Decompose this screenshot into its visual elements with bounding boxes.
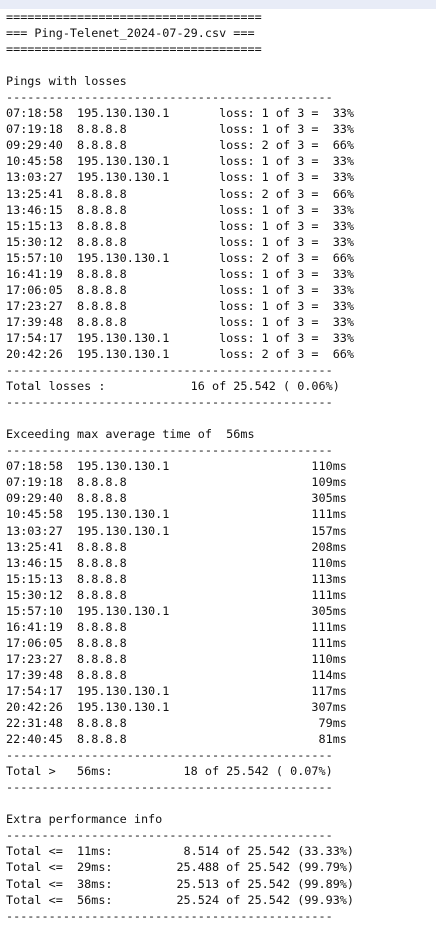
text-line: 17:23:27 8.8.8.8 loss: 1 of 3 = 33% xyxy=(6,298,355,313)
text-line: 17:06:05 8.8.8.8 111ms xyxy=(6,635,347,650)
text-line: ==================================== xyxy=(6,42,262,57)
text-line: Extra performance info xyxy=(6,812,163,827)
text-line: 17:06:05 8.8.8.8 loss: 1 of 3 = 33% xyxy=(6,282,355,297)
text-line: 10:45:58 195.130.130.1 loss: 1 of 3 = 33… xyxy=(6,154,355,169)
text-line: Total <= 56ms: 25.524 of 25.542 (99.93%) xyxy=(6,892,355,907)
text-line: Total <= 38ms: 25.513 of 25.542 (99.89%) xyxy=(6,876,355,891)
text-line: ----------------------------------------… xyxy=(6,780,333,795)
text-line: 07:19:18 8.8.8.8 loss: 1 of 3 = 33% xyxy=(6,122,355,137)
text-line: 17:54:17 195.130.130.1 loss: 1 of 3 = 33… xyxy=(6,330,355,345)
text-line: 13:46:15 8.8.8.8 loss: 1 of 3 = 33% xyxy=(6,202,355,217)
text-line: 07:18:58 195.130.130.1 110ms xyxy=(6,459,347,474)
text-line: 07:18:58 195.130.130.1 loss: 1 of 3 = 33… xyxy=(6,106,355,121)
text-line: 15:15:13 8.8.8.8 113ms xyxy=(6,571,347,586)
text-line: 15:15:13 8.8.8.8 loss: 1 of 3 = 33% xyxy=(6,218,355,233)
text-line: 22:40:45 8.8.8.8 81ms xyxy=(6,732,347,747)
text-line: Total <= 29ms: 25.488 of 25.542 (99.79%) xyxy=(6,860,355,875)
text-line: 20:42:26 195.130.130.1 307ms xyxy=(6,700,347,715)
text-line: Exceeding max average time of 56ms xyxy=(6,427,255,442)
text-line: === Ping-Telenet_2024-07-29.csv === xyxy=(6,26,255,41)
text-line: ==================================== xyxy=(6,10,262,24)
text-line: ----------------------------------------… xyxy=(6,443,333,458)
text-line: 15:57:10 195.130.130.1 305ms xyxy=(6,603,347,618)
text-line: Total > 56ms: 18 of 25.542 ( 0.07%) xyxy=(6,764,333,779)
text-line: ----------------------------------------… xyxy=(6,908,333,923)
text-line xyxy=(6,57,436,73)
text-document: ==================================== === … xyxy=(0,9,436,924)
text-line: 13:03:27 195.130.130.1 157ms xyxy=(6,523,347,538)
text-line: ----------------------------------------… xyxy=(6,395,333,410)
text-line: 15:30:12 8.8.8.8 111ms xyxy=(6,587,347,602)
text-line: 09:29:40 8.8.8.8 305ms xyxy=(6,491,347,506)
text-line: 20:42:26 195.130.130.1 loss: 2 of 3 = 66… xyxy=(6,346,355,361)
text-line: 17:54:17 195.130.130.1 117ms xyxy=(6,683,347,698)
text-line: ----------------------------------------… xyxy=(6,748,333,763)
window-top-strip xyxy=(0,0,436,9)
text-line: 22:31:48 8.8.8.8 79ms xyxy=(6,716,347,731)
text-line: 17:39:48 8.8.8.8 114ms xyxy=(6,667,347,682)
text-line: 13:46:15 8.8.8.8 110ms xyxy=(6,555,347,570)
text-line: 09:29:40 8.8.8.8 loss: 2 of 3 = 66% xyxy=(6,138,355,153)
text-line: ----------------------------------------… xyxy=(6,828,333,843)
text-line xyxy=(6,795,436,811)
text-line: ----------------------------------------… xyxy=(6,90,333,105)
text-line: 15:57:10 195.130.130.1 loss: 2 of 3 = 66… xyxy=(6,250,355,265)
text-line: 07:19:18 8.8.8.8 109ms xyxy=(6,475,347,490)
text-line: 13:03:27 195.130.130.1 loss: 1 of 3 = 33… xyxy=(6,170,355,185)
text-line: Total losses : 16 of 25.542 ( 0.06%) xyxy=(6,379,340,394)
text-line: 13:25:41 8.8.8.8 208ms xyxy=(6,539,347,554)
text-line: 13:25:41 8.8.8.8 loss: 2 of 3 = 66% xyxy=(6,186,355,201)
text-line: 15:30:12 8.8.8.8 loss: 1 of 3 = 33% xyxy=(6,234,355,249)
text-line: 17:23:27 8.8.8.8 110ms xyxy=(6,651,347,666)
text-line: ----------------------------------------… xyxy=(6,363,333,378)
text-line xyxy=(6,410,436,426)
text-line: Total <= 11ms: 8.514 of 25.542 (33.33%) xyxy=(6,844,355,859)
text-line: 16:41:19 8.8.8.8 loss: 1 of 3 = 33% xyxy=(6,266,355,281)
text-line: 10:45:58 195.130.130.1 111ms xyxy=(6,507,347,522)
text-line: Pings with losses xyxy=(6,74,127,89)
text-line: 16:41:19 8.8.8.8 111ms xyxy=(6,619,347,634)
text-line: 17:39:48 8.8.8.8 loss: 1 of 3 = 33% xyxy=(6,314,355,329)
